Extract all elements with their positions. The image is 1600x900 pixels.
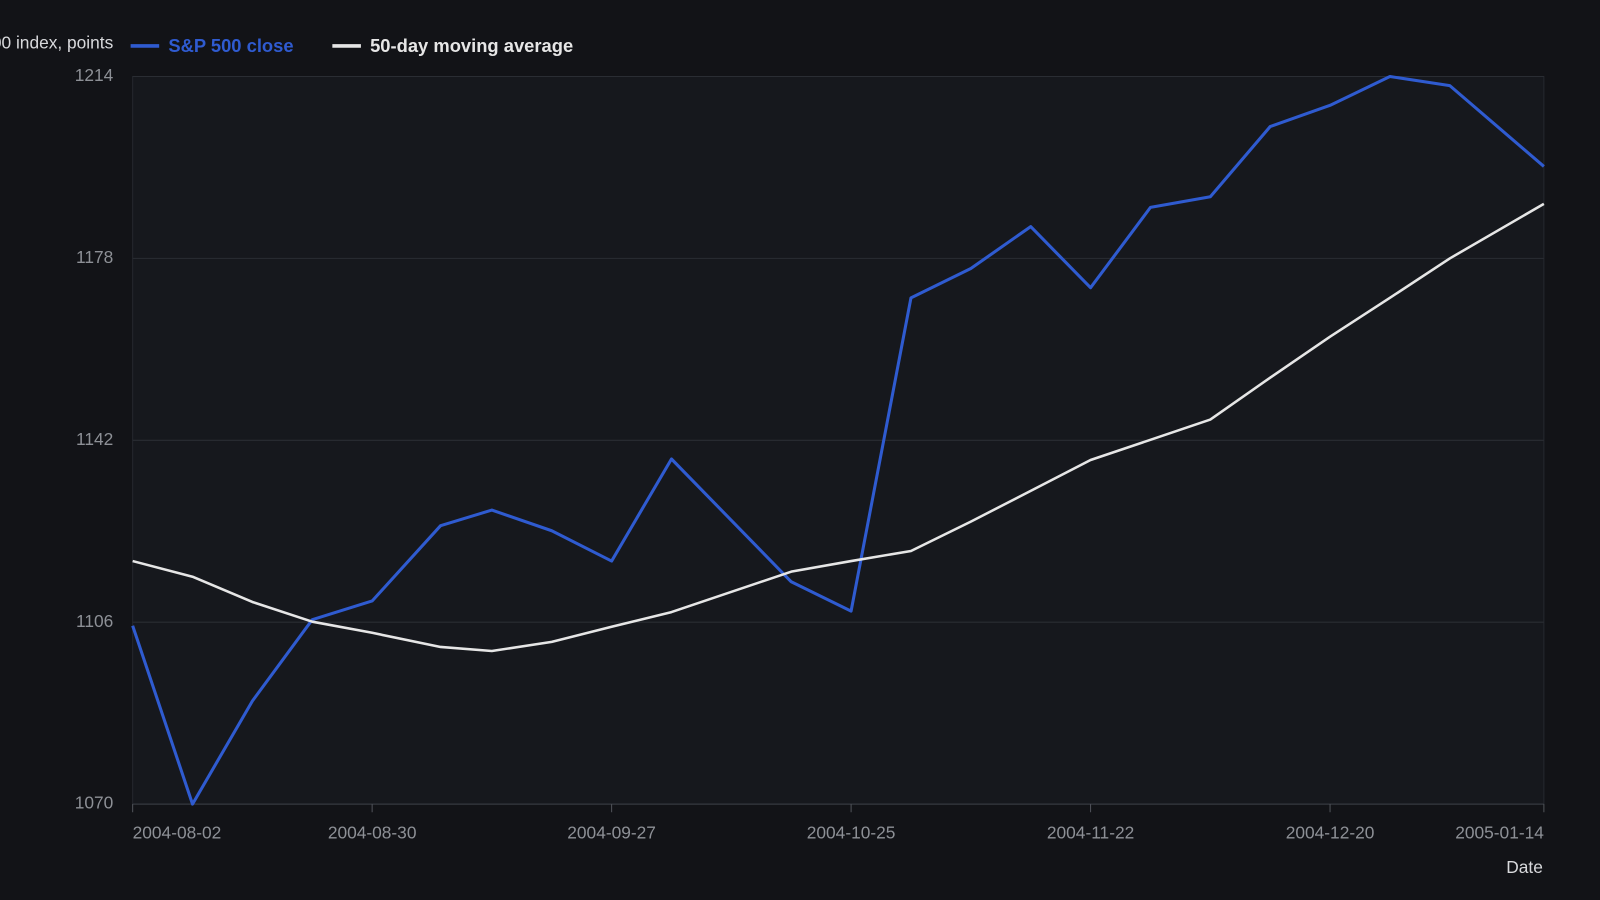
series-line bbox=[131, 75, 1545, 806]
x-axis-label: Date bbox=[1506, 857, 1543, 877]
x-tick-label: 2004-09-27 bbox=[567, 822, 656, 842]
y-tick-label: 1106 bbox=[76, 611, 113, 631]
x-tick-label: 2005-01-14 bbox=[1455, 822, 1544, 842]
series-line bbox=[132, 202, 1545, 653]
x-tick-label: 2004-10-25 bbox=[807, 822, 896, 842]
y-tick-label: 1214 bbox=[75, 65, 114, 85]
legend-label: 50-day moving average bbox=[370, 35, 573, 56]
y-tick-label: 1178 bbox=[76, 247, 113, 267]
x-tick-label: 2004-08-02 bbox=[133, 822, 222, 842]
x-tick-label: 2004-08-30 bbox=[328, 822, 417, 842]
y-axis-label: S&P 500 index, points bbox=[0, 32, 114, 52]
x-tick-label: 2004-12-20 bbox=[1286, 822, 1375, 842]
y-tick-label: 1142 bbox=[76, 429, 113, 449]
x-tick-label: 2004-11-22 bbox=[1047, 822, 1134, 842]
y-tick-label: 1070 bbox=[75, 793, 114, 813]
legend-label: S&P 500 close bbox=[168, 35, 293, 56]
